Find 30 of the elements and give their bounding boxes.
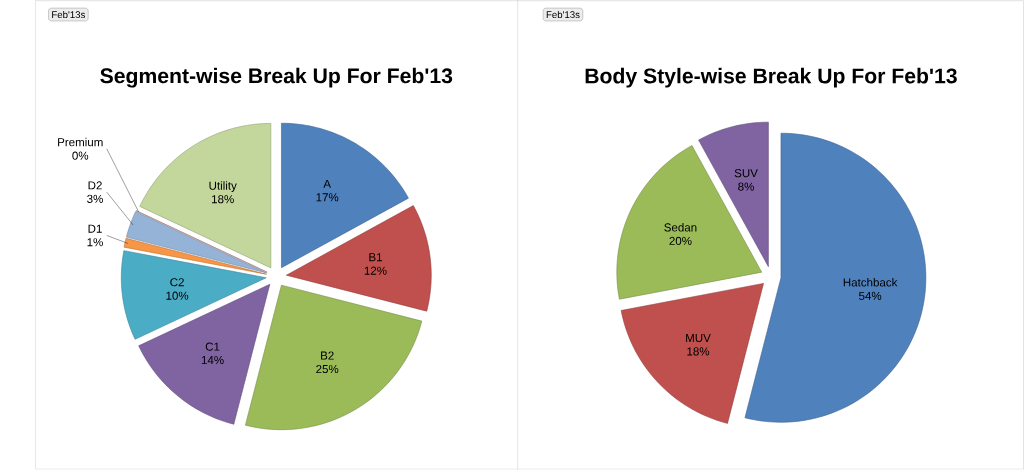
slice-label: MUV xyxy=(686,334,711,343)
slice-label: C2 xyxy=(170,278,184,287)
data-label: 54% xyxy=(859,291,882,300)
data-label: 12% xyxy=(364,266,387,275)
text: Feb'13s xyxy=(546,11,580,19)
data-label: 18% xyxy=(212,195,234,204)
data-label: 10% xyxy=(166,291,189,300)
data-label: 25% xyxy=(316,365,339,374)
slice-label: Utility xyxy=(209,181,237,193)
text: Feb'13s xyxy=(52,11,85,19)
slice-label: D2 xyxy=(88,181,102,190)
slice-label: B1 xyxy=(369,253,382,262)
slice-label: B2 xyxy=(321,351,334,360)
chart-title: Segment-wise Break Up For Feb'13 xyxy=(100,67,453,88)
category-label: Premium xyxy=(58,137,103,147)
data-label: 1% xyxy=(87,238,103,247)
slice-label: C1 xyxy=(205,342,220,351)
data-label: 8% xyxy=(738,182,754,191)
data-label: 17% xyxy=(316,193,339,202)
slice-label: Sedan xyxy=(664,223,697,232)
data-label: 20% xyxy=(669,236,692,246)
data-label: 18% xyxy=(687,347,710,356)
data-label: 14% xyxy=(201,356,224,365)
slice-label: D1 xyxy=(88,224,102,233)
slice-label: Hatchback xyxy=(843,278,898,287)
slice-label: A xyxy=(323,179,332,188)
data-label: 3% xyxy=(87,194,103,203)
text: 0% xyxy=(72,151,89,160)
slice-label: SUV xyxy=(734,169,758,178)
chart-title: Body Style-wise Break Up For Feb'13 xyxy=(585,67,957,88)
